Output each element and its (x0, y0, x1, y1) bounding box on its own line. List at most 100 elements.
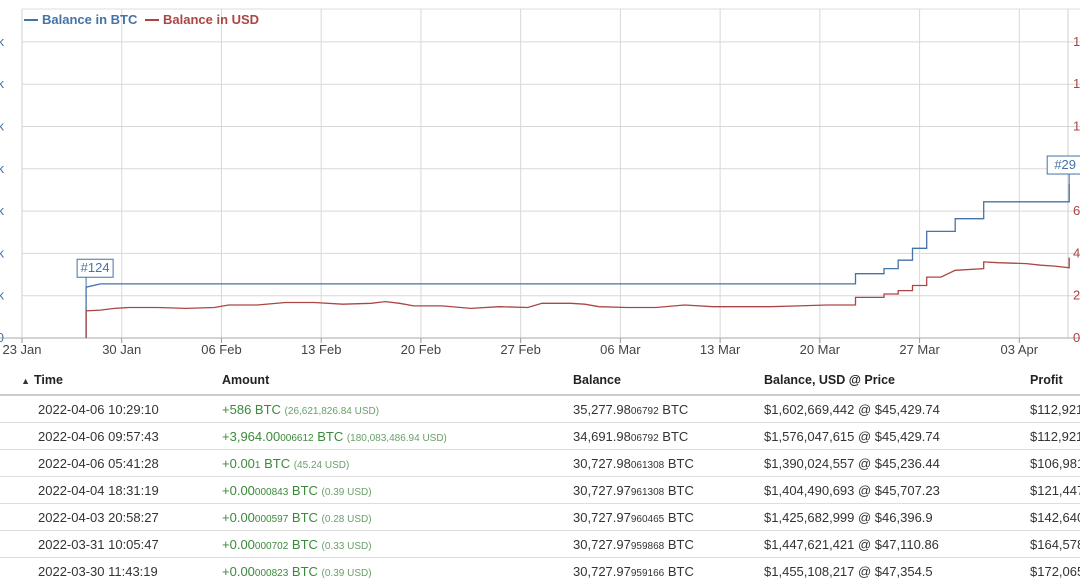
cell-time: 2022-04-06 09:57:43 (38, 422, 223, 450)
legend-usd-line (144, 18, 159, 21)
amount-unit: BTC (251, 401, 285, 417)
cell-amount: +0.00000597 BTC (0.28 USD) (222, 503, 574, 531)
amount-unit: BTC (288, 536, 322, 552)
balance-main: 30,727.97 (573, 482, 631, 498)
table-row[interactable]: 2022-04-04 18:31:19 +0.00000843 BTC (0.39… (0, 476, 1080, 504)
cell-balance-usd-price: $1,447,621,421 @ $47,110.86 (764, 530, 1031, 558)
column-header-balance-usd[interactable]: Balance, USD @ Price (764, 366, 1031, 396)
cell-profit: $172,065 (1030, 557, 1080, 582)
cell-time: 2022-03-31 10:05:47 (38, 530, 223, 558)
balance-chart: 23 Jan 30 Jan 06 Feb 13 Feb 20 Feb 27 Feb 06 M… (0, 8, 1080, 357)
usd-balance-line (85, 257, 1070, 338)
legend-btc-label: Balance in BTC (42, 12, 138, 27)
amount-small: 1 (254, 459, 261, 471)
cell-profit: $106,981 (1030, 449, 1080, 477)
legend-item-btc[interactable]: Balance in BTC (24, 12, 137, 27)
table-row[interactable]: 2022-04-06 05:41:28 +0.001 BTC (45.24 USD… (0, 449, 1080, 477)
cell-time: 2022-04-03 20:58:27 (38, 503, 223, 531)
chart-svg: 23 Jan 30 Jan 06 Feb 13 Feb 20 Feb 27 Feb 06 M… (0, 8, 1080, 357)
balance-main: 30,727.98 (573, 455, 631, 471)
flag-box (76, 258, 114, 278)
amount-unit: BTC (288, 563, 322, 579)
right-axis-tick-label: 2 (1073, 288, 1080, 303)
cell-amount: +0.00000823 BTC (0.39 USD) (222, 557, 574, 582)
x-tick-label: 06 Mar (600, 342, 641, 357)
amount-main: +0.00 (222, 455, 255, 471)
cell-amount: +0.001 BTC (45.24 USD) (222, 449, 574, 477)
cell-profit: $112,921 (1030, 395, 1080, 423)
table-row[interactable]: 2022-04-06 09:57:43 +3,964.00006612 BTC (… (0, 422, 1080, 450)
x-tick-label: 23 Jan (2, 342, 41, 357)
amount-usd: (26,621,826.84 USD) (284, 405, 380, 417)
column-header-amount-label: Amount (222, 373, 270, 387)
balance-unit: BTC (658, 401, 689, 417)
balance-main: 30,727.97 (573, 563, 631, 579)
cell-profit: $112,921 (1030, 422, 1080, 450)
amount-unit: BTC (260, 455, 294, 471)
column-header-balance-usd-label: Balance, USD @ Price (764, 373, 896, 387)
cell-amount: +0.00000702 BTC (0.33 USD) (222, 530, 574, 558)
table-body: 2022-04-06 10:29:10 +586 BTC (26,621,826.… (0, 395, 1080, 582)
amount-unit: BTC (288, 509, 322, 525)
row-spacer (0, 530, 38, 558)
balance-unit: BTC (664, 563, 694, 579)
left-axis-tick-label: 0 (0, 330, 4, 345)
cell-profit: $164,578 (1030, 530, 1080, 558)
amount-main: +3,964.00 (222, 428, 281, 444)
balance-small: 960465 (630, 513, 665, 525)
cell-balance: 30,727.97960465 BTC (573, 503, 765, 531)
right-axis-tick-label: 0 (1073, 330, 1080, 345)
x-tick-label: 27 Feb (500, 342, 540, 357)
balance-unit: BTC (664, 509, 694, 525)
column-header-balance[interactable]: Balance (573, 366, 765, 396)
cell-balance: 30,727.98061308 BTC (573, 449, 765, 477)
column-header-time[interactable]: ▲︎ Time (0, 366, 223, 396)
cell-time: 2022-04-06 05:41:28 (38, 449, 223, 477)
row-spacer (0, 395, 38, 423)
table-row[interactable]: 2022-03-30 11:43:19 +0.00000823 BTC (0.39… (0, 557, 1080, 582)
row-spacer (0, 422, 38, 450)
flag-label: #124 (81, 260, 110, 275)
right-axis-tick-label: 1 (1073, 76, 1080, 91)
transactions-table-wrap: ▲︎ Time Amount Balance Balance, USD @ Pri… (0, 366, 1080, 582)
cell-balance-usd-price: $1,404,490,693 @ $45,707.23 (764, 476, 1031, 504)
amount-usd: (180,083,486.94 USD) (346, 432, 447, 444)
table-row[interactable]: 2022-04-03 20:58:27 +0.00000597 BTC (0.28… (0, 503, 1080, 531)
sort-icon: ▲︎ (21, 375, 30, 386)
amount-main: +0.00 (222, 563, 255, 579)
balance-main: 34,691.98 (573, 428, 631, 444)
table-row[interactable]: 2022-04-06 10:29:10 +586 BTC (26,621,826.… (0, 395, 1080, 423)
row-spacer (0, 449, 38, 477)
cell-time: 2022-03-30 11:43:19 (38, 557, 223, 582)
amount-usd: (45.24 USD) (293, 459, 350, 471)
amount-small: 000843 (254, 486, 289, 498)
right-axis-tick-label: 1 (1073, 119, 1080, 134)
cell-balance-usd-price: $1,455,108,217 @ $47,354.5 (764, 557, 1031, 582)
balance-small: 06792 (630, 405, 659, 417)
balance-small: 061308 (630, 459, 665, 471)
column-header-amount[interactable]: Amount (222, 366, 574, 396)
amount-main: +0.00 (222, 509, 255, 525)
cell-balance-usd-price: $1,425,682,999 @ $46,396.9 (764, 503, 1031, 531)
cell-balance: 30,727.97959868 BTC (573, 530, 765, 558)
amount-unit: BTC (313, 428, 347, 444)
cell-amount: +586 BTC (26,621,826.84 USD) (222, 395, 574, 423)
legend-item-usd[interactable]: Balance in USD (144, 12, 259, 27)
cell-balance: 34,691.9806792 BTC (573, 422, 765, 450)
cell-balance: 30,727.97961308 BTC (573, 476, 765, 504)
column-header-profit-label: Profit (1030, 373, 1063, 387)
balance-unit: BTC (658, 428, 689, 444)
legend-btc-line (24, 18, 38, 21)
cell-profit: $142,640 (1030, 503, 1080, 531)
amount-usd: (0.28 USD) (321, 513, 372, 525)
right-axis-tick-label: 1 (1073, 34, 1080, 49)
column-header-profit[interactable]: Profit (1030, 366, 1080, 396)
amount-usd: (0.33 USD) (321, 540, 372, 552)
balance-main: 30,727.97 (573, 509, 631, 525)
left-axis-tick-label: k (0, 203, 5, 218)
column-header-balance-label: Balance (573, 373, 621, 387)
table-row[interactable]: 2022-03-31 10:05:47 +0.00000702 BTC (0.33… (0, 530, 1080, 558)
left-axis-tick-label: k (0, 288, 5, 303)
x-tick-label: 30 Jan (102, 342, 141, 357)
table-header-row: ▲︎ Time Amount Balance Balance, USD @ Pri… (0, 366, 1080, 396)
